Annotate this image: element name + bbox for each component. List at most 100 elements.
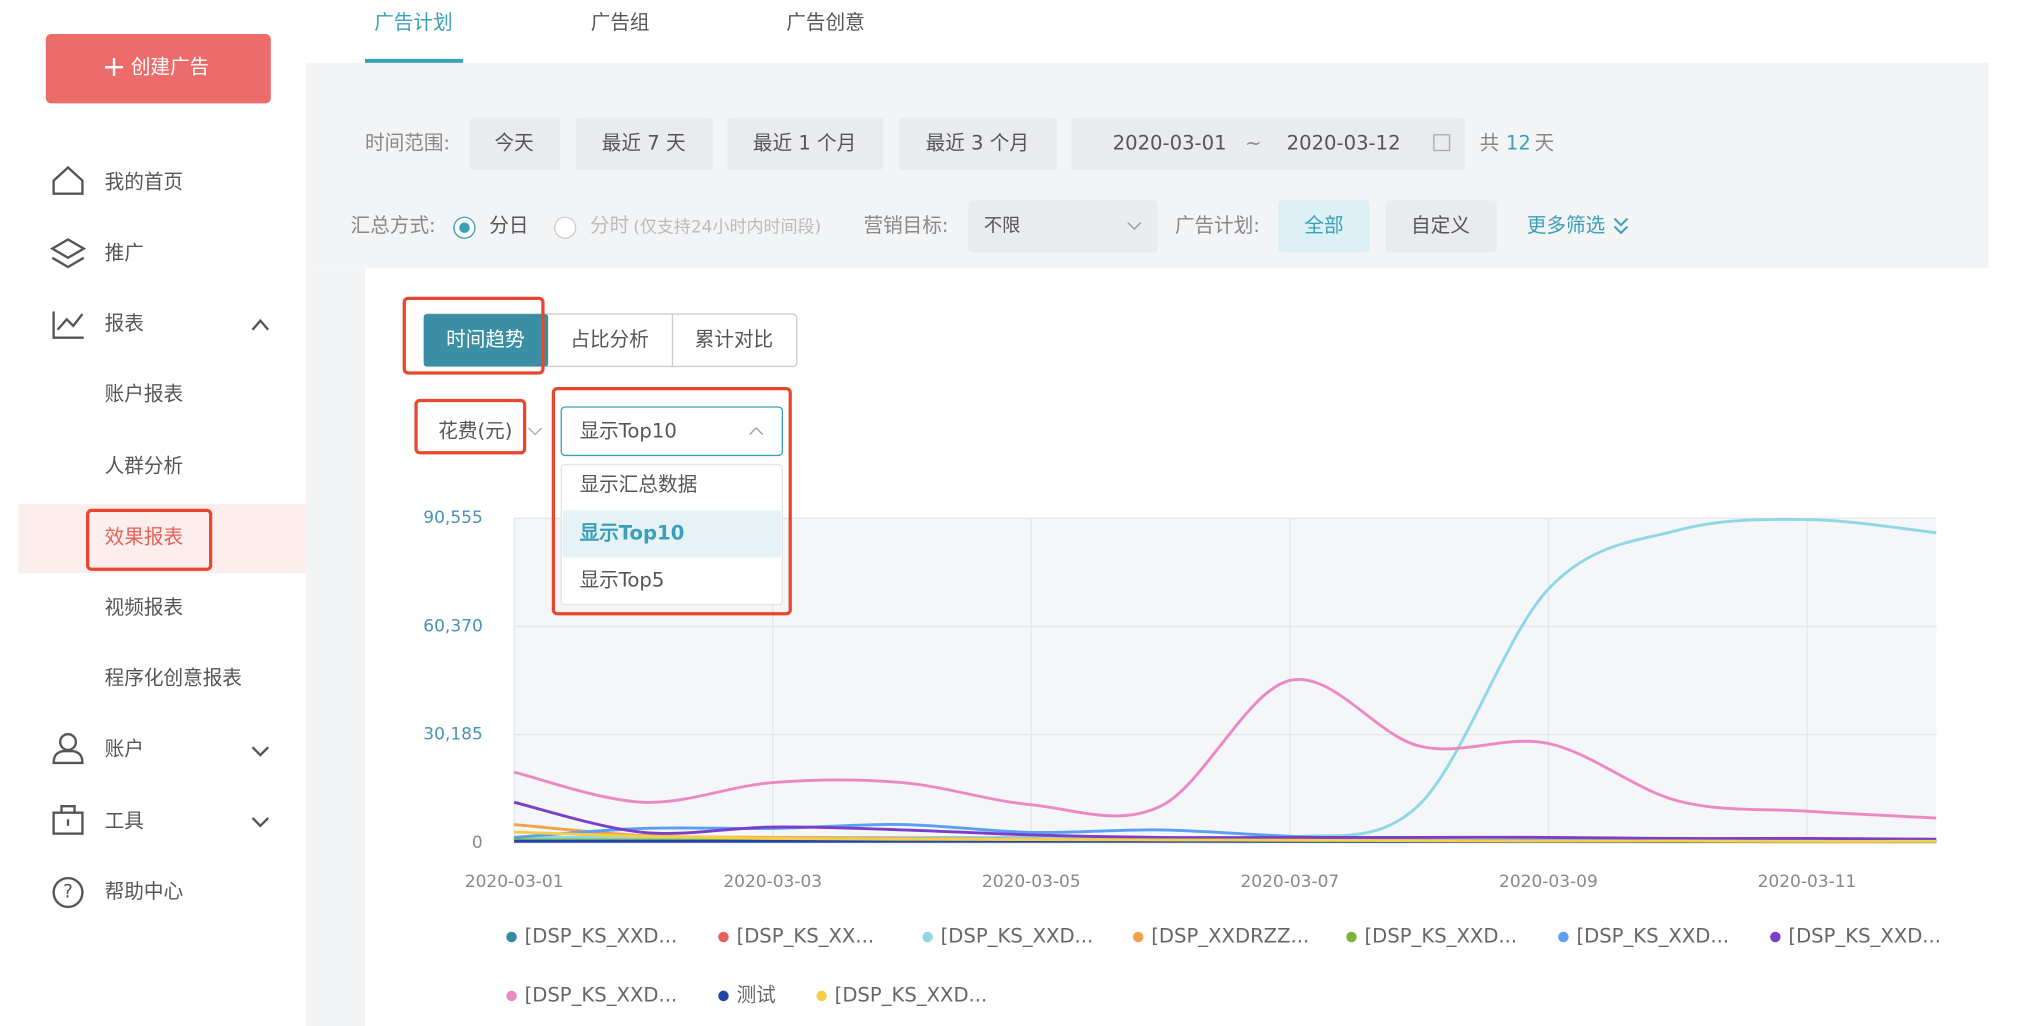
promo-icon (49, 238, 87, 269)
radio[interactable] (554, 216, 577, 239)
y-tick-label: 60,370 (423, 616, 482, 636)
analysis-tab-label[interactable]: 累计对比 (695, 328, 773, 351)
tab-active[interactable]: 广告计划 (374, 11, 452, 34)
help-icon (52, 876, 84, 909)
menu-item-active[interactable]: 效果报表 (105, 525, 183, 548)
legend-dot (506, 990, 517, 1002)
calendar-icon (1433, 134, 1451, 152)
metric-chevron (528, 427, 543, 436)
tab-underline (365, 58, 464, 63)
plus-icon: + (102, 49, 126, 83)
summary-filter: 汇总方式: 分日 分时 (仅支持24小时内时间段) 营销目标: 不限 广告计划:… (351, 200, 1629, 253)
metric-label: 花费(元) (438, 419, 512, 442)
plan-button[interactable] (1385, 200, 1497, 253)
time-button-label: 今天 (495, 131, 534, 154)
account-icon-body (52, 749, 84, 765)
legend-label[interactable]: [DSP_KS_XXD... (1788, 925, 1941, 948)
display-select: 显示Top10 显示汇总数据 显示Top10 显示Top5 (551, 387, 792, 616)
analysis-tab-label: 时间趋势 (446, 328, 524, 351)
start-date: 2020-03-01 (1113, 131, 1227, 154)
analysis-tab-label[interactable]: 占比分析 (570, 328, 648, 351)
label: 汇总方式: (351, 214, 436, 237)
analysis-tab-active[interactable] (423, 314, 549, 367)
total-prefix: 共 (1480, 131, 1500, 154)
time-button-label: 最近 3 个月 (926, 131, 1029, 154)
goal-value: 不限 (984, 215, 1021, 236)
tabs: 广告计划 广告组 广告创意 (365, 11, 865, 63)
tab[interactable]: 广告组 (591, 11, 650, 34)
time-button[interactable] (898, 117, 1058, 171)
metric-select[interactable]: 花费(元) (414, 398, 543, 455)
menu-item[interactable]: 人群分析 (105, 455, 183, 478)
time-button[interactable] (727, 117, 884, 171)
total-suffix: 天 (1535, 131, 1555, 154)
menu-item[interactable]: 我的首页 (105, 171, 183, 194)
legend-label[interactable]: [DSP_KS_XXD... (525, 925, 678, 948)
dropdown-option[interactable]: 显示Top5 (580, 569, 665, 592)
legend-label[interactable]: [DSP_KS_XXD... (941, 925, 1094, 948)
x-tick-label: 2020-03-01 (465, 872, 564, 892)
time-button[interactable] (469, 117, 560, 171)
legend-label[interactable]: [DSP_KS_XXD... (525, 983, 678, 1006)
select-chevron (1127, 222, 1142, 230)
dropdown-option[interactable]: 显示Top10 (580, 521, 685, 544)
menu-item[interactable]: 程序化创意报表 (105, 667, 242, 690)
menu-item[interactable]: 账户 (105, 737, 144, 760)
menu-item[interactable]: 报表 (105, 312, 144, 335)
y-tick-label: 90,555 (423, 508, 482, 528)
x-tick-label: 2020-03-07 (1240, 872, 1339, 892)
more-chevron (1613, 217, 1629, 235)
legend-label[interactable]: [DSP_KS_XXD... (835, 983, 988, 1006)
label: 广告计划: (1175, 214, 1260, 237)
main-bg (306, 268, 366, 1026)
menu-item[interactable]: 视频报表 (105, 596, 183, 619)
highlight-box (551, 387, 792, 616)
legend-dot (1558, 931, 1569, 943)
more-filters[interactable]: 更多筛选 (1527, 214, 1605, 237)
dropdown-option[interactable]: 显示汇总数据 (580, 473, 698, 496)
legend-label[interactable]: [DSP_KS_XXD... (1365, 925, 1518, 948)
legend-label[interactable]: [DSP_XXDRZZ... (1151, 925, 1309, 948)
account-icon (59, 732, 78, 752)
goal-select[interactable] (968, 200, 1158, 253)
legend-label[interactable]: [DSP_KS_XXD... (1576, 925, 1729, 948)
tab[interactable]: 广告创意 (786, 11, 864, 34)
menu-item[interactable]: 工具 (105, 809, 144, 832)
label: 时间范围: (365, 131, 450, 154)
label: 营销目标: (863, 214, 948, 237)
time-button-label: 最近 1 个月 (753, 131, 856, 154)
series-line (514, 830, 1937, 843)
radio-label: 分日 (489, 214, 528, 237)
x-tick-label: 2020-03-11 (1758, 872, 1857, 892)
series-line (513, 800, 1937, 841)
time-button[interactable] (575, 117, 714, 171)
x-tick-label: 2020-03-03 (723, 872, 822, 892)
legend-label[interactable]: [DSP_KS_XX... (737, 925, 874, 948)
total-days: 12 (1506, 131, 1531, 154)
date-range[interactable] (1071, 117, 1466, 171)
menu-item[interactable]: 推广 (105, 241, 144, 264)
home-icon (52, 165, 84, 195)
legend-label[interactable]: 测试 (737, 983, 776, 1006)
help-icon-mark: ? (63, 882, 73, 903)
select-box[interactable] (560, 406, 784, 457)
menu-icons (49, 165, 270, 909)
menu-item[interactable]: 账户报表 (105, 383, 183, 406)
legend-dot (816, 990, 827, 1002)
radio-note: (仅支持24小时内时间段) (633, 218, 821, 238)
menu-item[interactable]: 帮助中心 (105, 880, 183, 903)
create-button[interactable] (45, 34, 271, 104)
report-icon (52, 311, 84, 339)
plan-button-active[interactable] (1278, 200, 1370, 253)
legend-dot (1132, 931, 1144, 943)
y-tick-label: 0 (472, 833, 483, 853)
legend-dot (506, 931, 517, 943)
tool-icon-handle (60, 804, 76, 826)
y-tick-label: 30,185 (423, 725, 482, 745)
active-item-bg (18, 503, 307, 574)
plan-label: 自定义 (1411, 214, 1470, 237)
sidebar: + 创建广告 ? 我的首页 推广 报表 账户报表 人群分析 效果报表 视频报表 … (18, 34, 307, 909)
highlight-box (86, 508, 213, 571)
chevron-down (251, 746, 270, 757)
